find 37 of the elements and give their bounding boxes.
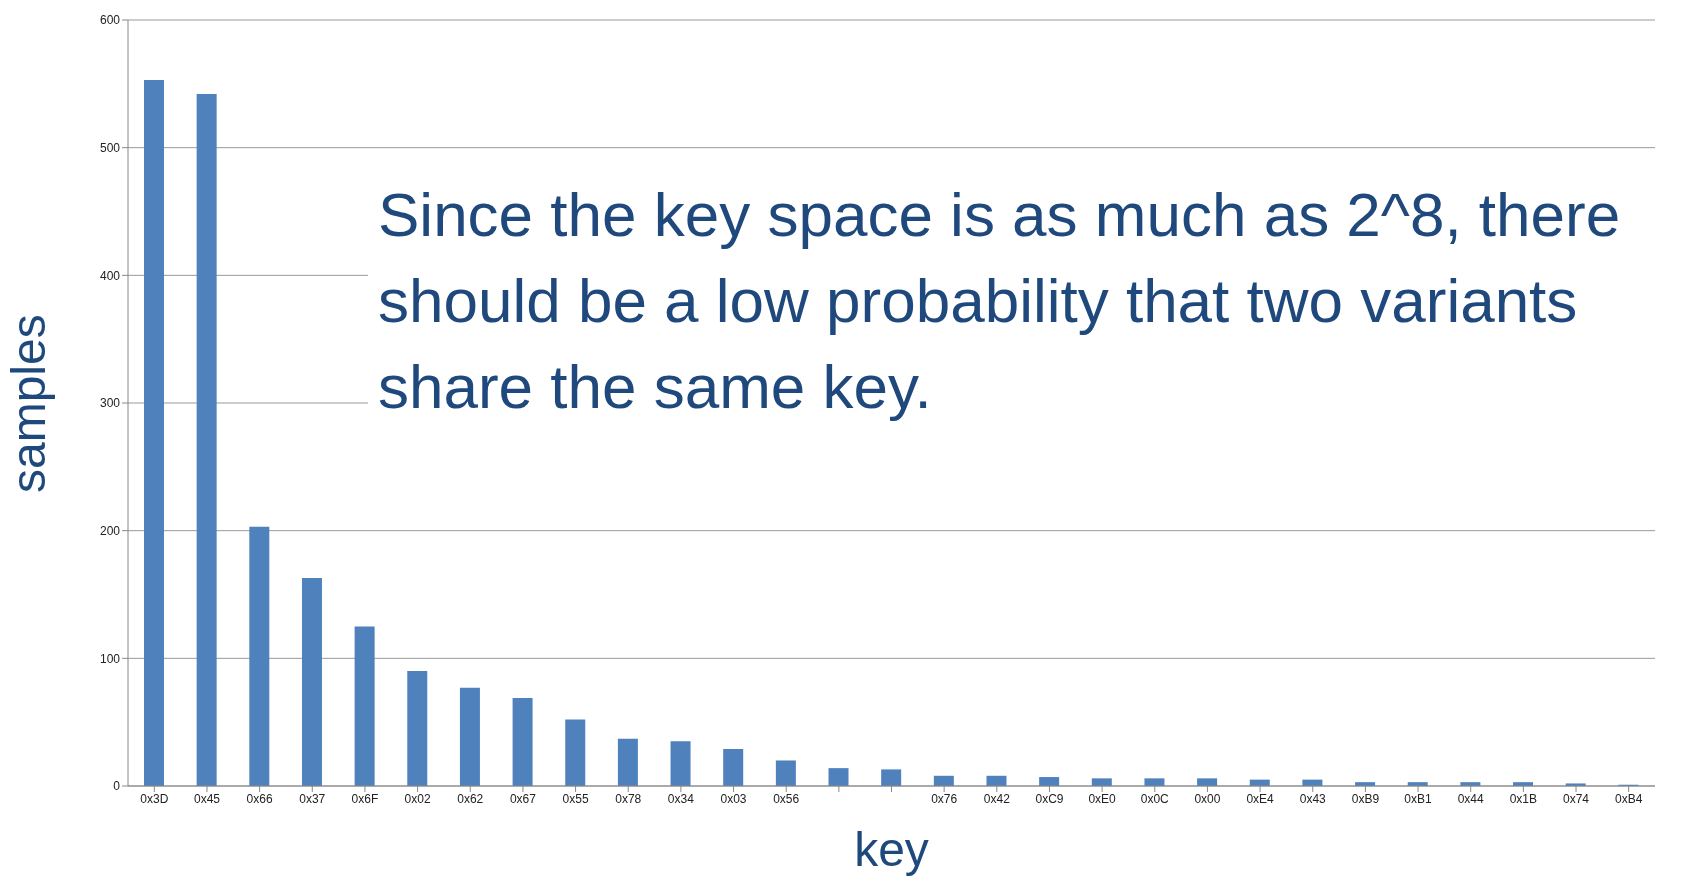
y-tick-label: 100 [99,651,121,666]
x-tick-label: 0xE0 [1088,791,1117,806]
x-tick-label: 0x00 [1194,791,1221,806]
x-axis-title: key [854,823,929,876]
x-tick-label: 0x76 [931,791,958,806]
annotation: Since the key space is as much as 2^8, there should be a low probability that two variants share the same key. [368,168,1678,434]
x-tick-label: 0x03 [720,791,747,806]
x-tick-label: 0x6F [351,791,379,806]
x-tick-label: 0x43 [1299,791,1327,806]
x-tick-label: 0xB4 [1614,791,1643,806]
x-tick-label: 0xB9 [1351,791,1380,806]
x-tick-label: 0x02 [404,791,431,806]
x-tick-label: 0xE4 [1246,791,1275,806]
y-axis-title: samples [2,314,56,493]
x-tick-label: 0x44 [1457,791,1485,806]
x-tick-label: 0x1B [1509,791,1538,806]
x-tick-label: 0x55 [562,791,589,806]
x-tick-label: 0x45 [193,791,221,806]
y-tick-label: 500 [99,140,121,155]
y-tick-label: 600 [99,13,121,28]
x-tick-label: 0x34 [667,791,695,806]
y-tick-label: 400 [99,268,121,283]
x-tick-label: 0xC9 [1035,791,1064,806]
x-tick-label: 0x37 [299,791,326,806]
y-tick-label: 200 [99,523,121,538]
x-tick-label: 0x3D [140,791,169,806]
x-tick-label: 0x66 [246,791,273,806]
x-tick-label: 0xB1 [1404,791,1433,806]
x-tick-label: 0x42 [983,791,1011,806]
y-tick-label: 0 [113,779,121,794]
y-tick-label: 300 [99,396,121,411]
x-tick-label: 0x56 [773,791,800,806]
x-tick-label: 0x0C [1140,791,1170,806]
x-tick-label: 0x62 [457,791,484,806]
x-tick-label: 0x78 [615,791,642,806]
x-tick-label: 0x67 [509,791,537,806]
x-tick-label: 0x74 [1563,791,1590,806]
